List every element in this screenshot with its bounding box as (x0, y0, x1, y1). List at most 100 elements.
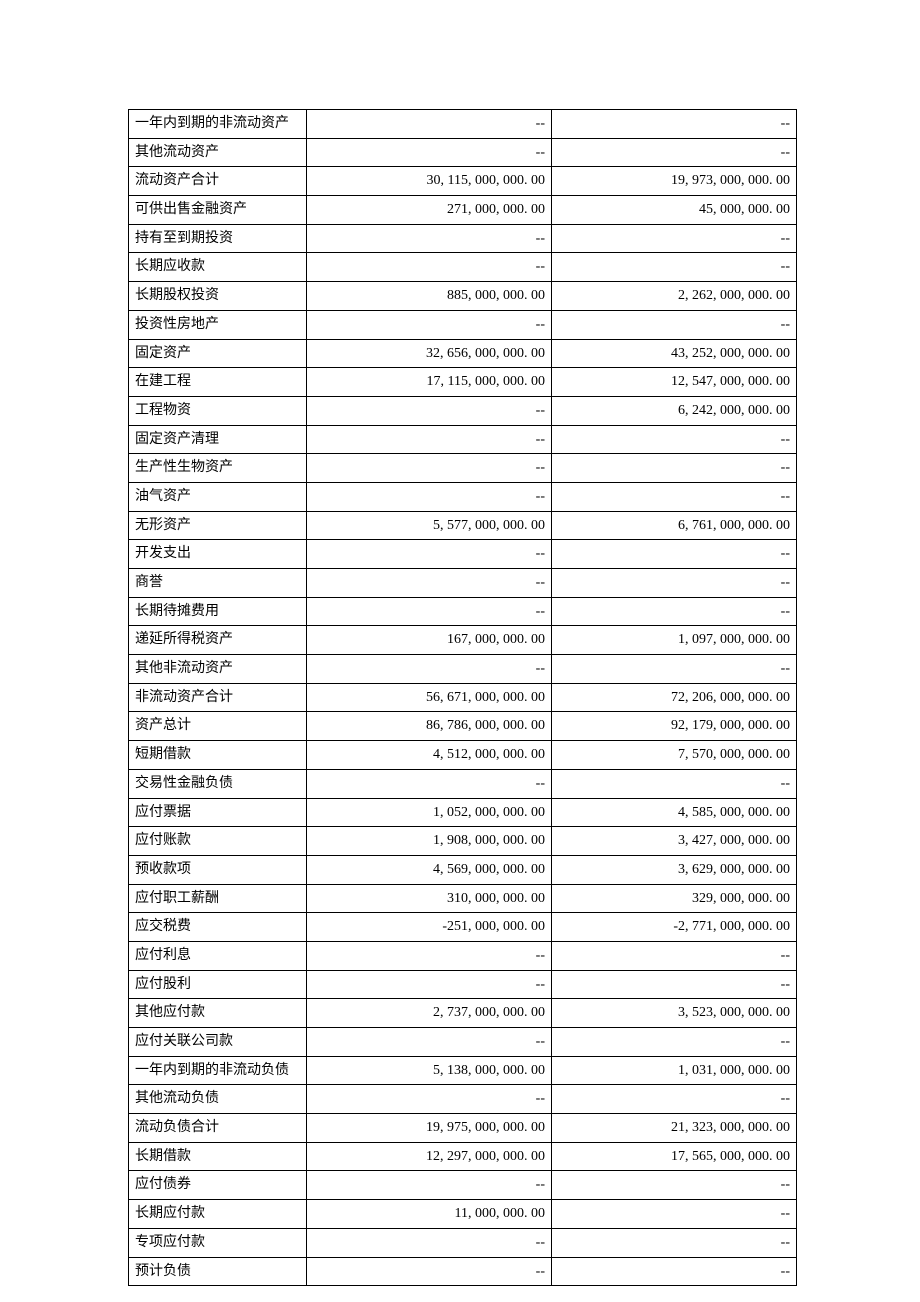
row-value-1: 17, 115, 000, 000. 00 (307, 368, 552, 397)
row-value-2: -- (552, 253, 797, 282)
row-label: 开发支出 (129, 540, 307, 569)
row-label: 长期应收款 (129, 253, 307, 282)
row-label: 长期借款 (129, 1142, 307, 1171)
row-label: 固定资产清理 (129, 425, 307, 454)
row-value-1: 4, 512, 000, 000. 00 (307, 741, 552, 770)
table-row: 短期借款4, 512, 000, 000. 007, 570, 000, 000… (129, 741, 797, 770)
table-row: 其他流动负债---- (129, 1085, 797, 1114)
table-row: 一年内到期的非流动负债5, 138, 000, 000. 001, 031, 0… (129, 1056, 797, 1085)
row-value-2: 43, 252, 000, 000. 00 (552, 339, 797, 368)
row-value-1: 1, 052, 000, 000. 00 (307, 798, 552, 827)
row-label: 生产性生物资产 (129, 454, 307, 483)
row-label: 其他流动负债 (129, 1085, 307, 1114)
row-value-1: 167, 000, 000. 00 (307, 626, 552, 655)
row-value-1: -- (307, 425, 552, 454)
row-value-2: 1, 097, 000, 000. 00 (552, 626, 797, 655)
row-value-2: 6, 761, 000, 000. 00 (552, 511, 797, 540)
row-label: 可供出售金融资产 (129, 196, 307, 225)
row-value-2: -- (552, 1171, 797, 1200)
row-value-1: 4, 569, 000, 000. 00 (307, 855, 552, 884)
table-row: 应付账款1, 908, 000, 000. 003, 427, 000, 000… (129, 827, 797, 856)
table-row: 递延所得税资产167, 000, 000. 001, 097, 000, 000… (129, 626, 797, 655)
table-row: 应付职工薪酬310, 000, 000. 00329, 000, 000. 00 (129, 884, 797, 913)
row-value-2: 3, 523, 000, 000. 00 (552, 999, 797, 1028)
row-value-1: -- (307, 769, 552, 798)
row-value-2: -- (552, 425, 797, 454)
row-label: 短期借款 (129, 741, 307, 770)
table-row: 一年内到期的非流动资产---- (129, 110, 797, 139)
table-row: 长期借款12, 297, 000, 000. 0017, 565, 000, 0… (129, 1142, 797, 1171)
row-value-1: 86, 786, 000, 000. 00 (307, 712, 552, 741)
row-value-1: -- (307, 138, 552, 167)
table-row: 应付关联公司款---- (129, 1028, 797, 1057)
row-value-1: -- (307, 454, 552, 483)
row-label: 专项应付款 (129, 1228, 307, 1257)
row-value-2: -- (552, 224, 797, 253)
row-label: 其他非流动资产 (129, 655, 307, 684)
row-label: 递延所得税资产 (129, 626, 307, 655)
row-label: 应付利息 (129, 941, 307, 970)
row-label: 应付债券 (129, 1171, 307, 1200)
row-value-2: -- (552, 482, 797, 511)
row-value-2: 4, 585, 000, 000. 00 (552, 798, 797, 827)
row-value-1: -- (307, 396, 552, 425)
row-value-1: 5, 138, 000, 000. 00 (307, 1056, 552, 1085)
table-row: 无形资产5, 577, 000, 000. 006, 761, 000, 000… (129, 511, 797, 540)
table-row: 非流动资产合计56, 671, 000, 000. 0072, 206, 000… (129, 683, 797, 712)
row-value-1: -- (307, 970, 552, 999)
table-row: 交易性金融负债---- (129, 769, 797, 798)
row-label: 资产总计 (129, 712, 307, 741)
table-row: 固定资产32, 656, 000, 000. 0043, 252, 000, 0… (129, 339, 797, 368)
row-value-2: 21, 323, 000, 000. 00 (552, 1114, 797, 1143)
page: 一年内到期的非流动资产----其他流动资产----流动资产合计30, 115, … (0, 0, 920, 1302)
table-row: 生产性生物资产---- (129, 454, 797, 483)
row-value-1: 310, 000, 000. 00 (307, 884, 552, 913)
row-label: 应付股利 (129, 970, 307, 999)
row-label: 长期股权投资 (129, 282, 307, 311)
row-value-1: 1, 908, 000, 000. 00 (307, 827, 552, 856)
row-value-2: -- (552, 310, 797, 339)
row-value-2: -- (552, 1028, 797, 1057)
row-label: 应交税费 (129, 913, 307, 942)
row-value-2: 19, 973, 000, 000. 00 (552, 167, 797, 196)
row-value-2: 72, 206, 000, 000. 00 (552, 683, 797, 712)
table-row: 商誉---- (129, 569, 797, 598)
row-label: 预收款项 (129, 855, 307, 884)
row-value-1: -- (307, 310, 552, 339)
table-row: 应付利息---- (129, 941, 797, 970)
row-value-1: -- (307, 1257, 552, 1286)
row-value-1: -251, 000, 000. 00 (307, 913, 552, 942)
row-value-2: -- (552, 454, 797, 483)
table-row: 工程物资--6, 242, 000, 000. 00 (129, 396, 797, 425)
row-value-2: -2, 771, 000, 000. 00 (552, 913, 797, 942)
row-value-1: 11, 000, 000. 00 (307, 1200, 552, 1229)
table-row: 开发支出---- (129, 540, 797, 569)
row-label: 非流动资产合计 (129, 683, 307, 712)
row-label: 持有至到期投资 (129, 224, 307, 253)
row-value-2: 7, 570, 000, 000. 00 (552, 741, 797, 770)
row-value-2: -- (552, 569, 797, 598)
table-row: 长期待摊费用---- (129, 597, 797, 626)
table-row: 应付股利---- (129, 970, 797, 999)
row-value-2: -- (552, 110, 797, 139)
row-value-2: 1, 031, 000, 000. 00 (552, 1056, 797, 1085)
row-value-2: -- (552, 941, 797, 970)
table-row: 应付债券---- (129, 1171, 797, 1200)
row-value-1: 30, 115, 000, 000. 00 (307, 167, 552, 196)
row-value-2: 12, 547, 000, 000. 00 (552, 368, 797, 397)
row-label: 长期应付款 (129, 1200, 307, 1229)
table-row: 长期应收款---- (129, 253, 797, 282)
row-value-1: 12, 297, 000, 000. 00 (307, 1142, 552, 1171)
row-value-1: 885, 000, 000. 00 (307, 282, 552, 311)
row-value-2: -- (552, 138, 797, 167)
table-row: 持有至到期投资---- (129, 224, 797, 253)
table-row: 流动资产合计30, 115, 000, 000. 0019, 973, 000,… (129, 167, 797, 196)
table-row: 在建工程17, 115, 000, 000. 0012, 547, 000, 0… (129, 368, 797, 397)
row-value-1: -- (307, 253, 552, 282)
row-value-1: -- (307, 941, 552, 970)
table-row: 其他应付款2, 737, 000, 000. 003, 523, 000, 00… (129, 999, 797, 1028)
table-row: 资产总计86, 786, 000, 000. 0092, 179, 000, 0… (129, 712, 797, 741)
table-row: 预收款项4, 569, 000, 000. 003, 629, 000, 000… (129, 855, 797, 884)
table-row: 长期应付款11, 000, 000. 00-- (129, 1200, 797, 1229)
row-value-1: 5, 577, 000, 000. 00 (307, 511, 552, 540)
